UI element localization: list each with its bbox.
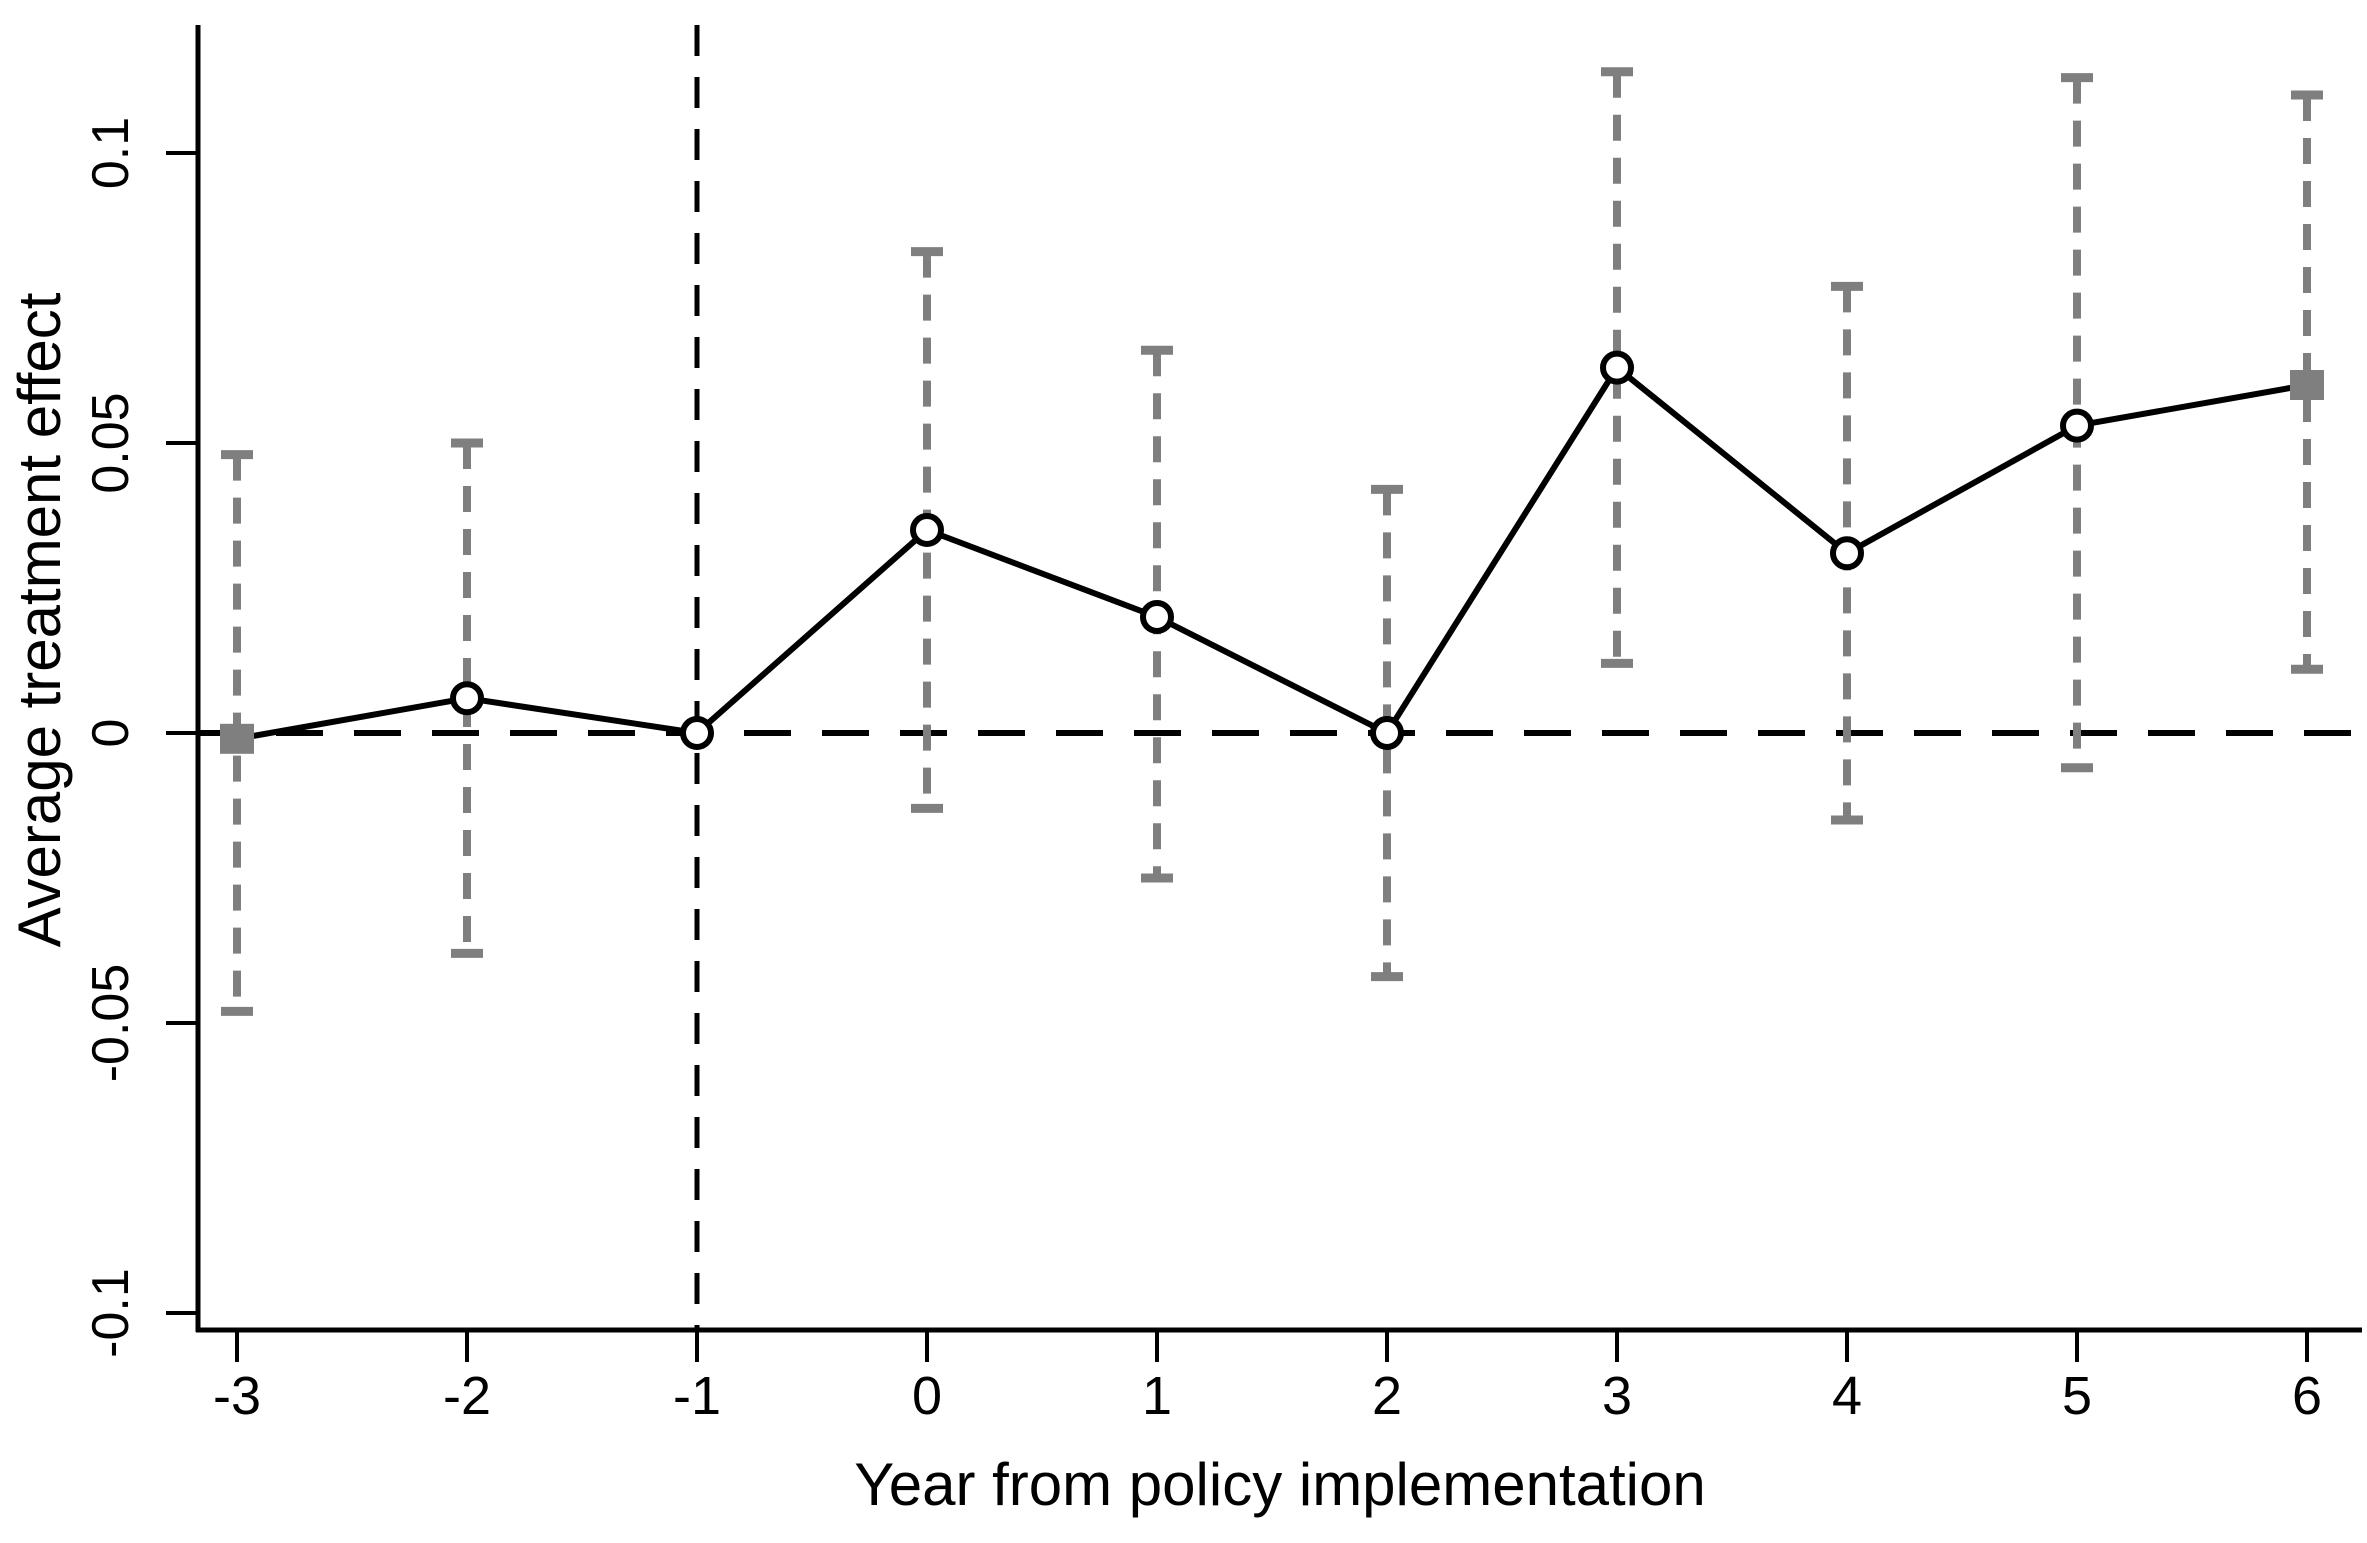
x-tick-label: -1 xyxy=(673,1366,721,1426)
y-axis-title: Average treatment effect xyxy=(6,292,73,947)
y-tick-label: -0.05 xyxy=(82,964,140,1083)
endpoint-square-marker xyxy=(2290,370,2324,400)
tick-labels-layer: 0.1 0.05 0 -0.05 -0.1 -3 -2 -1 0 1 2 3 4 5 6 xyxy=(82,117,2322,1426)
treatment-effect-line xyxy=(234,364,2310,742)
point-estimate-marker xyxy=(910,513,944,547)
y-tick-label: 0 xyxy=(82,719,140,748)
point-estimate-marker xyxy=(1600,350,1634,385)
reference-lines-layer xyxy=(198,25,2362,1330)
x-tick-label: 2 xyxy=(1372,1366,1402,1426)
point-estimate-marker xyxy=(2060,408,2094,443)
x-tick-label: 1 xyxy=(1142,1366,1172,1426)
x-tick-label: 6 xyxy=(2292,1366,2322,1426)
data-markers-layer xyxy=(220,350,2324,754)
x-axis-title: Year from policy implementation xyxy=(854,1451,1706,1518)
confidence-intervals-layer xyxy=(221,67,2323,1016)
x-tick-label: 0 xyxy=(912,1366,942,1426)
axes-layer xyxy=(166,25,2362,1362)
point-estimate-marker xyxy=(1830,536,1864,571)
x-tick-label: 5 xyxy=(2062,1366,2092,1426)
data-line-layer xyxy=(234,364,2310,742)
point-estimate-marker xyxy=(1370,716,1404,750)
x-tick-label: 3 xyxy=(1602,1366,1632,1426)
x-tick-label: -2 xyxy=(443,1366,491,1426)
x-tick-label: 4 xyxy=(1832,1366,1862,1426)
y-tick-label: 0.1 xyxy=(82,117,140,189)
point-estimate-marker xyxy=(450,681,484,716)
x-tick-label: -3 xyxy=(213,1366,261,1426)
point-estimate-marker xyxy=(680,716,714,750)
y-tick-label: 0.05 xyxy=(82,392,140,493)
point-estimate-marker xyxy=(1140,600,1174,634)
endpoint-square-marker xyxy=(220,723,254,754)
y-tick-label: -0.1 xyxy=(82,1268,140,1358)
